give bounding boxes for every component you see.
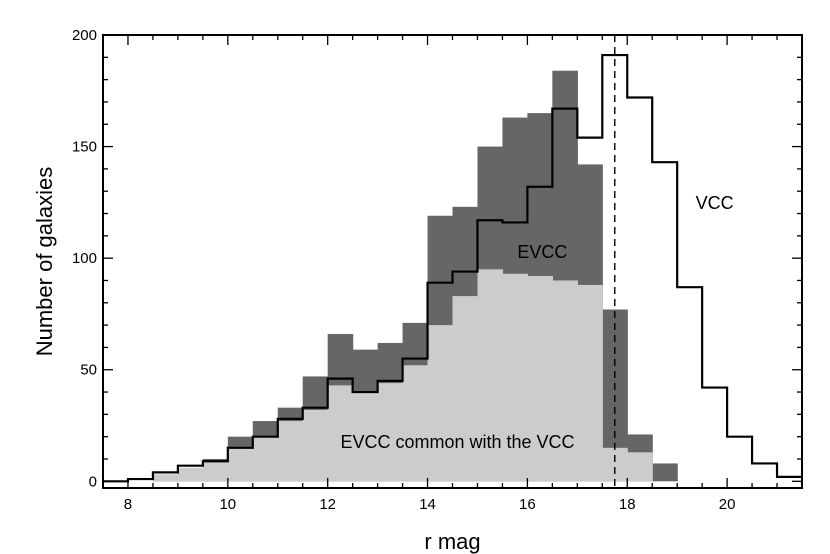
x-tick-label: 14 [419, 496, 436, 513]
y-tick-label: 0 [89, 473, 97, 490]
bar-common-3 [177, 467, 204, 482]
annotation-0: VCC [696, 193, 734, 213]
bar-common-5 [227, 447, 254, 482]
y-tick-label: 100 [72, 250, 97, 267]
bar-common-21 [627, 452, 653, 482]
bar-common-6 [252, 436, 279, 482]
bar-common-4 [202, 461, 229, 482]
bar-common-15 [477, 269, 504, 482]
x-tick-label: 20 [719, 496, 736, 513]
y-axis-label: Number of galaxies [32, 167, 57, 357]
bar-common-7 [277, 421, 304, 482]
bar-common-12 [402, 365, 429, 482]
annotations: VCC EVCC EVCC common with the VCC [340, 193, 733, 452]
bar-common-17 [527, 276, 553, 482]
bar-evcc-22 [652, 463, 678, 482]
bar-common-19 [577, 284, 603, 482]
annotation-2: EVCC common with the VCC [340, 432, 574, 452]
vcc-step-line [103, 53, 802, 483]
plot-frame [102, 34, 803, 489]
bar-common-18 [552, 280, 578, 482]
x-tick-label: 8 [124, 496, 132, 513]
y-tick-label: 200 [72, 27, 97, 44]
x-tick-label: 16 [519, 496, 536, 513]
y-tick-label: 150 [72, 139, 97, 156]
x-tick-label: 18 [619, 496, 636, 513]
bar-common-11 [377, 383, 404, 482]
bar-common-16 [502, 273, 528, 482]
bar-common-14 [452, 296, 479, 482]
bar-common-13 [427, 325, 454, 482]
bar-common-8 [302, 409, 329, 482]
y-tick-label: 50 [80, 362, 97, 379]
x-axis-label: r mag [424, 529, 480, 554]
bar-common-2 [152, 474, 179, 482]
histogram-fills [152, 70, 678, 482]
annotation-1: EVCC [517, 242, 567, 262]
x-tick-label: 10 [219, 496, 236, 513]
bar-common-20 [602, 447, 628, 482]
bar-common-9 [327, 385, 354, 482]
x-tick-label: 12 [319, 496, 336, 513]
bar-common-10 [352, 392, 379, 482]
